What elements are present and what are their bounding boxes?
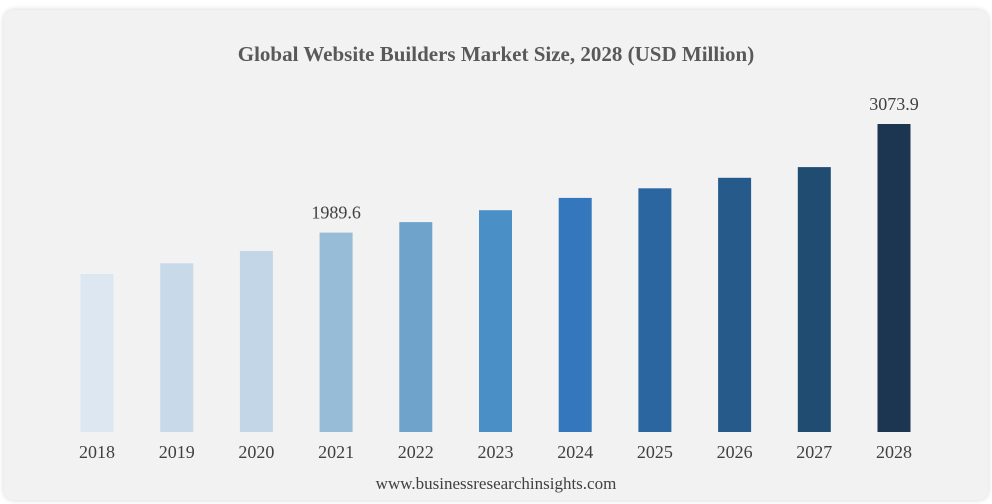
bar-2018 xyxy=(80,274,114,432)
data-label-2021: 1989.6 xyxy=(311,203,361,223)
bar-2024 xyxy=(558,197,592,432)
bar-2025 xyxy=(638,188,672,432)
chart-title: Global Website Builders Market Size, 202… xyxy=(237,42,755,66)
data-label-2028: 3073.9 xyxy=(869,94,919,114)
x-tick-label-2019: 2019 xyxy=(159,442,195,462)
bar-2026 xyxy=(718,177,752,432)
x-tick-label-2023: 2023 xyxy=(478,442,514,462)
x-tick-label-2027: 2027 xyxy=(796,442,832,462)
x-tick-label-2022: 2022 xyxy=(398,442,434,462)
source-url: www.businessresearchinsights.com xyxy=(375,474,617,493)
bar-2027 xyxy=(797,167,831,432)
x-tick-label-2024: 2024 xyxy=(557,442,593,462)
bar-2022 xyxy=(399,222,433,432)
x-tick-label-2028: 2028 xyxy=(876,442,912,462)
x-tick-label-2021: 2021 xyxy=(318,442,354,462)
bar-2021 xyxy=(319,232,353,432)
x-tick-label-2026: 2026 xyxy=(717,442,753,462)
x-tick-label-2020: 2020 xyxy=(238,442,274,462)
x-tick-label-2025: 2025 xyxy=(637,442,673,462)
x-tick-label-2018: 2018 xyxy=(79,442,115,462)
bar-2023 xyxy=(479,210,512,432)
bar-2019 xyxy=(160,263,194,432)
bar-2020 xyxy=(239,251,273,432)
bar-2028 xyxy=(877,124,911,432)
